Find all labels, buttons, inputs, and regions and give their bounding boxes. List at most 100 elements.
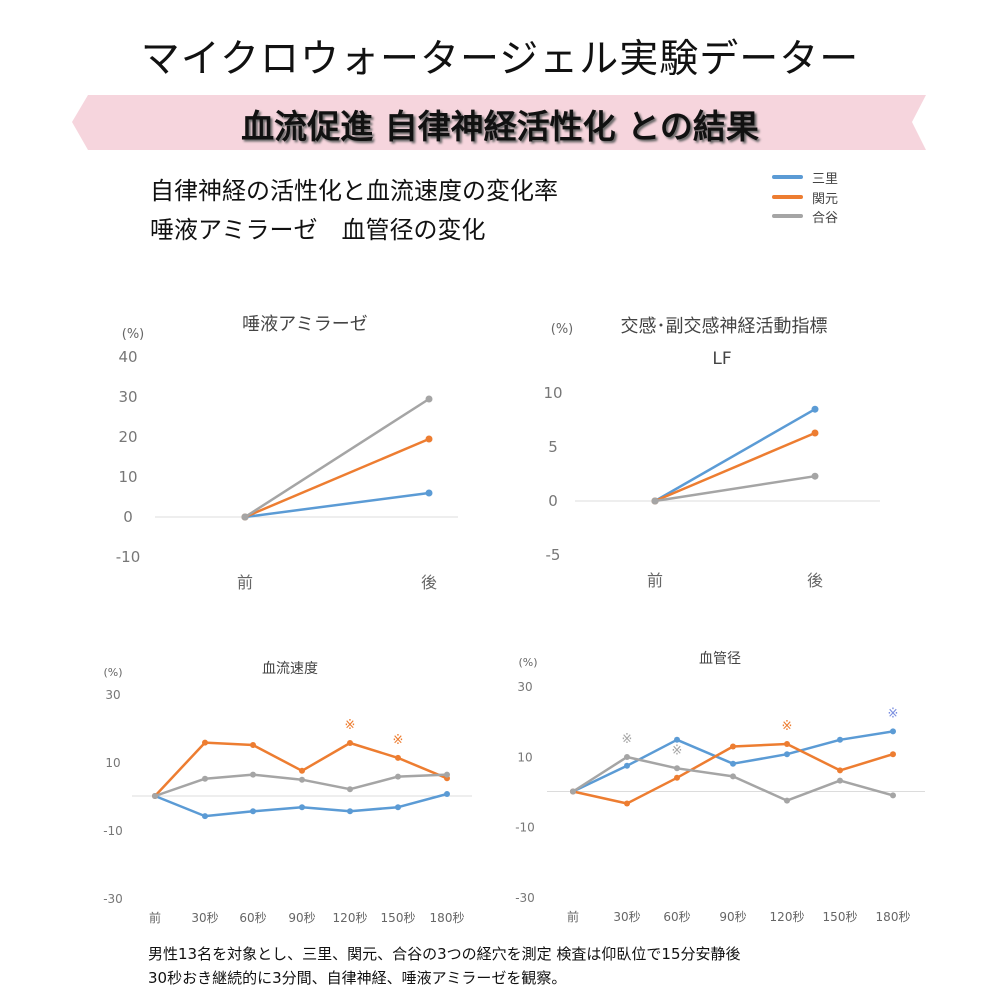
significance-mark: ※ [782,719,793,734]
legend-item-goukoku: 合谷 [772,207,839,226]
x-tick-label: 180秒 [430,911,465,925]
y-tick-label: 30 [118,388,137,406]
data-point [250,771,256,778]
data-point [152,793,158,799]
data-point [837,777,843,784]
data-point [784,741,790,747]
data-point [674,774,680,781]
series-line-三里 [654,408,816,503]
legend-label: 合谷 [812,210,839,226]
footnote-line-1: 男性13名を対象とし、三里、関元、合谷の3つの経穴を測定 検査は仰臥位で15分安… [148,945,741,963]
data-point [570,788,576,795]
y-axis-unit: (%) [551,322,574,337]
data-point [674,765,680,772]
x-tick-label: 90秒 [719,910,746,924]
y-axis-unit: (%) [122,327,145,342]
data-point [425,489,433,497]
data-point [624,762,630,769]
footnote-line-2: 30秒おき継続的に3分間、自律神経、唾液アミラーゼを観察。 [148,969,567,987]
legend-item-kangen: 関元 [772,188,838,207]
data-point [347,740,353,746]
data-point [890,751,896,758]
significance-mark: ※ [393,733,404,748]
legend-label: 三里 [812,171,839,187]
subtitle-line-2: 唾液アミラーゼ 血管径の変化 [150,216,486,244]
x-tick-label: 前 [647,571,663,590]
y-tick-label: -30 [103,892,123,906]
y-tick-label: -10 [116,548,141,566]
data-point [811,405,819,413]
y-tick-label: 10 [517,750,532,764]
y-tick-label: 5 [548,438,558,456]
banner-ribbon [72,95,926,150]
significance-mark: ※ [622,732,633,747]
y-tick-label: 30 [517,680,532,694]
banner-heading: 血流促進 自律神経活性化 との結果 [241,107,759,146]
y-axis-unit: (%) [103,666,122,679]
data-point [250,742,256,748]
y-tick-label: 10 [105,756,120,770]
series-line-三里 [244,491,430,519]
significance-mark: ※ [888,706,899,721]
data-point [425,435,433,443]
data-point [241,513,249,521]
y-tick-label: -30 [515,891,535,905]
data-point [837,767,843,774]
data-point [299,776,305,783]
y-tick-label: 10 [118,468,137,486]
x-tick-label: 120秒 [333,911,368,925]
data-point [674,736,680,743]
significance-mark: ※ [345,718,356,733]
data-point [624,800,630,807]
x-tick-label: 前 [149,910,161,925]
data-point [624,754,630,760]
legend-item-sanri: 三里 [772,168,839,187]
data-point [784,797,790,804]
x-tick-label: 60秒 [663,910,690,924]
chart-title: 唾液アミラーゼ [242,314,368,335]
data-point [202,775,208,782]
data-point [730,773,736,780]
x-tick-label: 90秒 [288,911,315,925]
x-tick-label: 後 [807,571,823,590]
chart-title: 交感･副交感神経活動指標 [621,316,828,337]
chart-title: 血管径 [699,651,741,667]
x-tick-label: 前 [567,909,579,924]
data-point [347,808,353,815]
data-point [811,472,819,480]
subtitle-line-1: 自律神経の活性化と血流速度の変化率 [150,177,558,205]
y-tick-label: -10 [103,824,123,838]
data-point [395,773,401,780]
data-point [890,728,896,735]
y-tick-label: 40 [118,348,137,366]
y-tick-label: 0 [123,508,133,526]
x-tick-label: 150秒 [381,911,416,925]
chart-subtitle: LF [712,349,731,369]
data-point [395,804,401,811]
x-tick-label: 前 [237,573,253,592]
y-tick-label: 10 [543,384,562,402]
data-point [837,736,843,743]
data-point [651,497,659,505]
y-tick-label: -10 [515,821,535,835]
y-axis-unit: (%) [518,656,537,669]
series-line-関元 [654,431,816,503]
significance-mark: ※ [672,743,683,758]
legend-swatch-goukoku [772,214,803,218]
series-line-合谷 [244,397,430,519]
data-point [347,786,353,793]
legend-swatch-sanri [772,175,803,179]
main-title: マイクロウォータージェル実験データー [140,37,860,82]
x-tick-label: 120秒 [770,910,805,924]
data-point [425,395,433,403]
series-line-合谷 [654,474,816,503]
x-tick-label: 180秒 [876,910,911,924]
x-tick-label: 後 [421,573,437,592]
data-point [299,804,305,811]
x-tick-label: 30秒 [613,910,640,924]
y-tick-label: 0 [548,492,558,510]
data-point [395,754,401,761]
series-line-関元 [244,437,430,519]
data-point [730,743,736,750]
footnote: 男性13名を対象とし、三里、関元、合谷の3つの経穴を測定 検査は仰臥位で15分安… [148,942,741,990]
